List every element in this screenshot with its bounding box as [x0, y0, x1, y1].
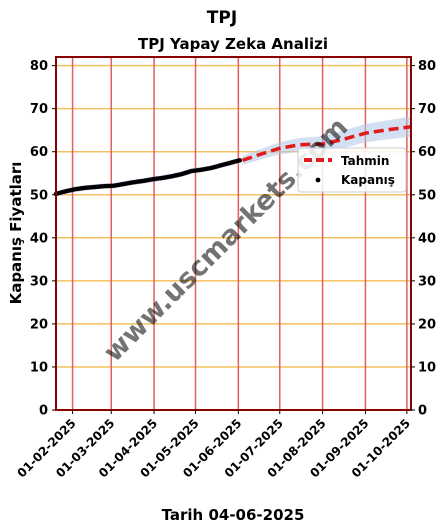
y-tick-label: 40 — [30, 231, 48, 246]
y-tick-label-right: 50 — [418, 188, 436, 203]
forecast-band-area — [242, 116, 411, 165]
y-tick-label: 10 — [30, 360, 48, 375]
y-tick-label: 30 — [30, 274, 48, 289]
legend-box — [297, 147, 407, 193]
y-tick-label: 20 — [30, 317, 48, 332]
y-tick-label-right: 20 — [418, 317, 436, 332]
y-tick-label-right: 80 — [418, 59, 436, 74]
chart-title: TPJ Yapay Zeka Analizi — [138, 35, 328, 53]
forecast-line — [241, 125, 412, 162]
legend-close-label: Kapanış — [341, 173, 395, 187]
y-tick-label-right: 40 — [418, 231, 436, 246]
plot-background — [56, 57, 411, 410]
y-tick-label: 80 — [30, 59, 48, 74]
y-tick-label-right: 60 — [418, 145, 436, 160]
legend: Tahmin Kapanış — [297, 147, 407, 193]
series-layer — [53, 125, 412, 197]
y-axis-label: Kapanış Fiyatları — [7, 162, 25, 305]
plot-area: www.uscmarkets.com — [53, 56, 412, 411]
right-axis-ticks: 0 10 20 30 40 50 60 70 80 — [411, 59, 436, 419]
vertical-gridlines — [71, 57, 408, 410]
legend-forecast-label: Tahmin — [341, 154, 389, 168]
forecast-confidence-band — [242, 116, 411, 165]
y-tick-label-right: 10 — [418, 360, 436, 375]
close-point — [237, 158, 242, 163]
y-tick-label-right: 70 — [418, 102, 436, 117]
plot-frame — [55, 56, 412, 411]
y-tick-label: 50 — [30, 188, 48, 203]
y-tick-label-right: 0 — [418, 404, 427, 419]
legend-close-swatch — [315, 177, 321, 183]
y-tick-label: 70 — [30, 102, 48, 117]
left-axis-ticks: 0 10 20 30 40 50 60 70 80 — [30, 59, 56, 419]
chart-suptitle: TPJ — [207, 8, 237, 28]
y-tick-label: 0 — [39, 404, 48, 419]
y-tick-label: 60 — [30, 145, 48, 160]
x-axis-label: Tarih 04-06-2025 — [162, 506, 305, 524]
y-tick-label-right: 30 — [418, 274, 436, 289]
x-axis-ticks: 01-02-202501-03-202501-04-202501-05-2025… — [15, 410, 413, 480]
